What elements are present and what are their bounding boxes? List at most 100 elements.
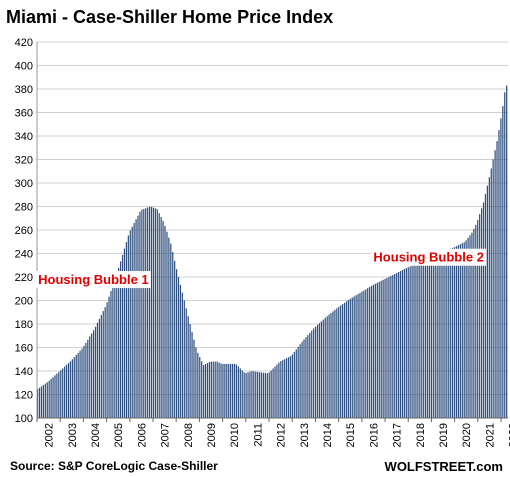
bar — [110, 291, 112, 418]
bar — [291, 354, 294, 418]
bar — [417, 263, 419, 418]
bar — [127, 235, 129, 418]
bar — [361, 291, 363, 418]
bar — [467, 237, 469, 418]
x-tick-label: 2015 — [345, 423, 357, 447]
bar — [102, 311, 104, 418]
bar — [87, 339, 89, 418]
bar — [100, 314, 102, 418]
bar — [374, 283, 377, 418]
x-tick-label: 2019 — [438, 423, 450, 447]
y-tick-label: 280 — [15, 202, 33, 214]
bar — [177, 277, 180, 418]
bar — [44, 383, 46, 418]
bar — [64, 366, 66, 418]
bar — [477, 220, 479, 418]
bar — [77, 352, 79, 418]
bar-series — [37, 85, 508, 419]
bar — [179, 284, 182, 418]
bar — [313, 328, 315, 418]
bar — [351, 297, 353, 418]
bar — [185, 308, 187, 418]
x-axis: 2002 2003 2004 2005 2006 2007 2008 2009 2010 2011… — [36, 417, 510, 447]
bar — [473, 228, 475, 418]
y-tick-label: 360 — [15, 108, 33, 120]
bar — [201, 361, 203, 418]
bar — [218, 362, 220, 418]
bar — [230, 363, 232, 418]
bar — [353, 296, 355, 418]
x-tick-label: 2020 — [461, 423, 473, 447]
x-tick-label: 2006 — [136, 423, 148, 447]
bar — [484, 194, 487, 418]
bar — [50, 378, 52, 418]
bar — [123, 248, 126, 418]
x-tick-label: 2010 — [229, 423, 241, 447]
bar — [210, 361, 212, 418]
bar — [156, 209, 158, 418]
bar — [260, 372, 263, 418]
bar — [247, 372, 249, 418]
bar — [203, 365, 205, 418]
bar — [332, 311, 334, 418]
bar — [397, 272, 400, 418]
bar — [129, 230, 131, 418]
bar — [442, 250, 444, 418]
bar — [67, 363, 70, 418]
bar — [347, 300, 350, 418]
bar — [92, 330, 95, 418]
bar — [286, 358, 288, 418]
bar — [239, 368, 241, 418]
bar — [143, 208, 145, 418]
bar — [235, 364, 238, 418]
bar — [506, 85, 508, 418]
bar — [316, 324, 319, 418]
bar — [307, 335, 309, 418]
bar — [340, 305, 342, 418]
bar — [69, 361, 72, 418]
bar — [104, 307, 106, 418]
bar — [160, 217, 162, 418]
y-tick-label: 300 — [15, 178, 33, 190]
bar — [479, 214, 481, 418]
bar — [166, 231, 168, 418]
bar — [494, 150, 496, 419]
bar — [147, 207, 149, 418]
bar — [434, 253, 436, 418]
bar — [309, 332, 311, 418]
bar — [79, 350, 81, 418]
bar — [430, 255, 433, 418]
x-tick-label: 2005 — [113, 423, 125, 447]
y-tick-label: 100 — [15, 413, 33, 425]
bar — [48, 380, 50, 418]
gridlines — [37, 41, 508, 419]
y-tick-label: 420 — [15, 37, 33, 49]
bar — [262, 372, 265, 418]
bar — [463, 242, 465, 418]
bar — [96, 322, 99, 418]
bar — [137, 215, 139, 418]
bar — [145, 208, 147, 418]
bar — [357, 294, 359, 418]
bar — [293, 351, 295, 418]
bar — [330, 313, 332, 418]
bar — [488, 177, 490, 418]
bar — [158, 213, 160, 418]
bar — [199, 357, 201, 418]
bar — [106, 302, 108, 418]
bar — [73, 357, 75, 418]
bar — [233, 363, 236, 418]
bar — [191, 331, 193, 418]
bar — [37, 389, 39, 418]
annotation-label: Housing Bubble 1 — [38, 272, 149, 287]
bar — [208, 362, 211, 418]
bar — [475, 224, 477, 418]
bar — [311, 330, 313, 418]
bar — [274, 366, 276, 418]
bar — [376, 282, 378, 418]
y-tick-label: 340 — [15, 131, 33, 143]
bar — [328, 314, 330, 418]
bar — [504, 92, 506, 418]
x-tick-label: 2009 — [206, 423, 218, 447]
bar — [457, 245, 460, 418]
